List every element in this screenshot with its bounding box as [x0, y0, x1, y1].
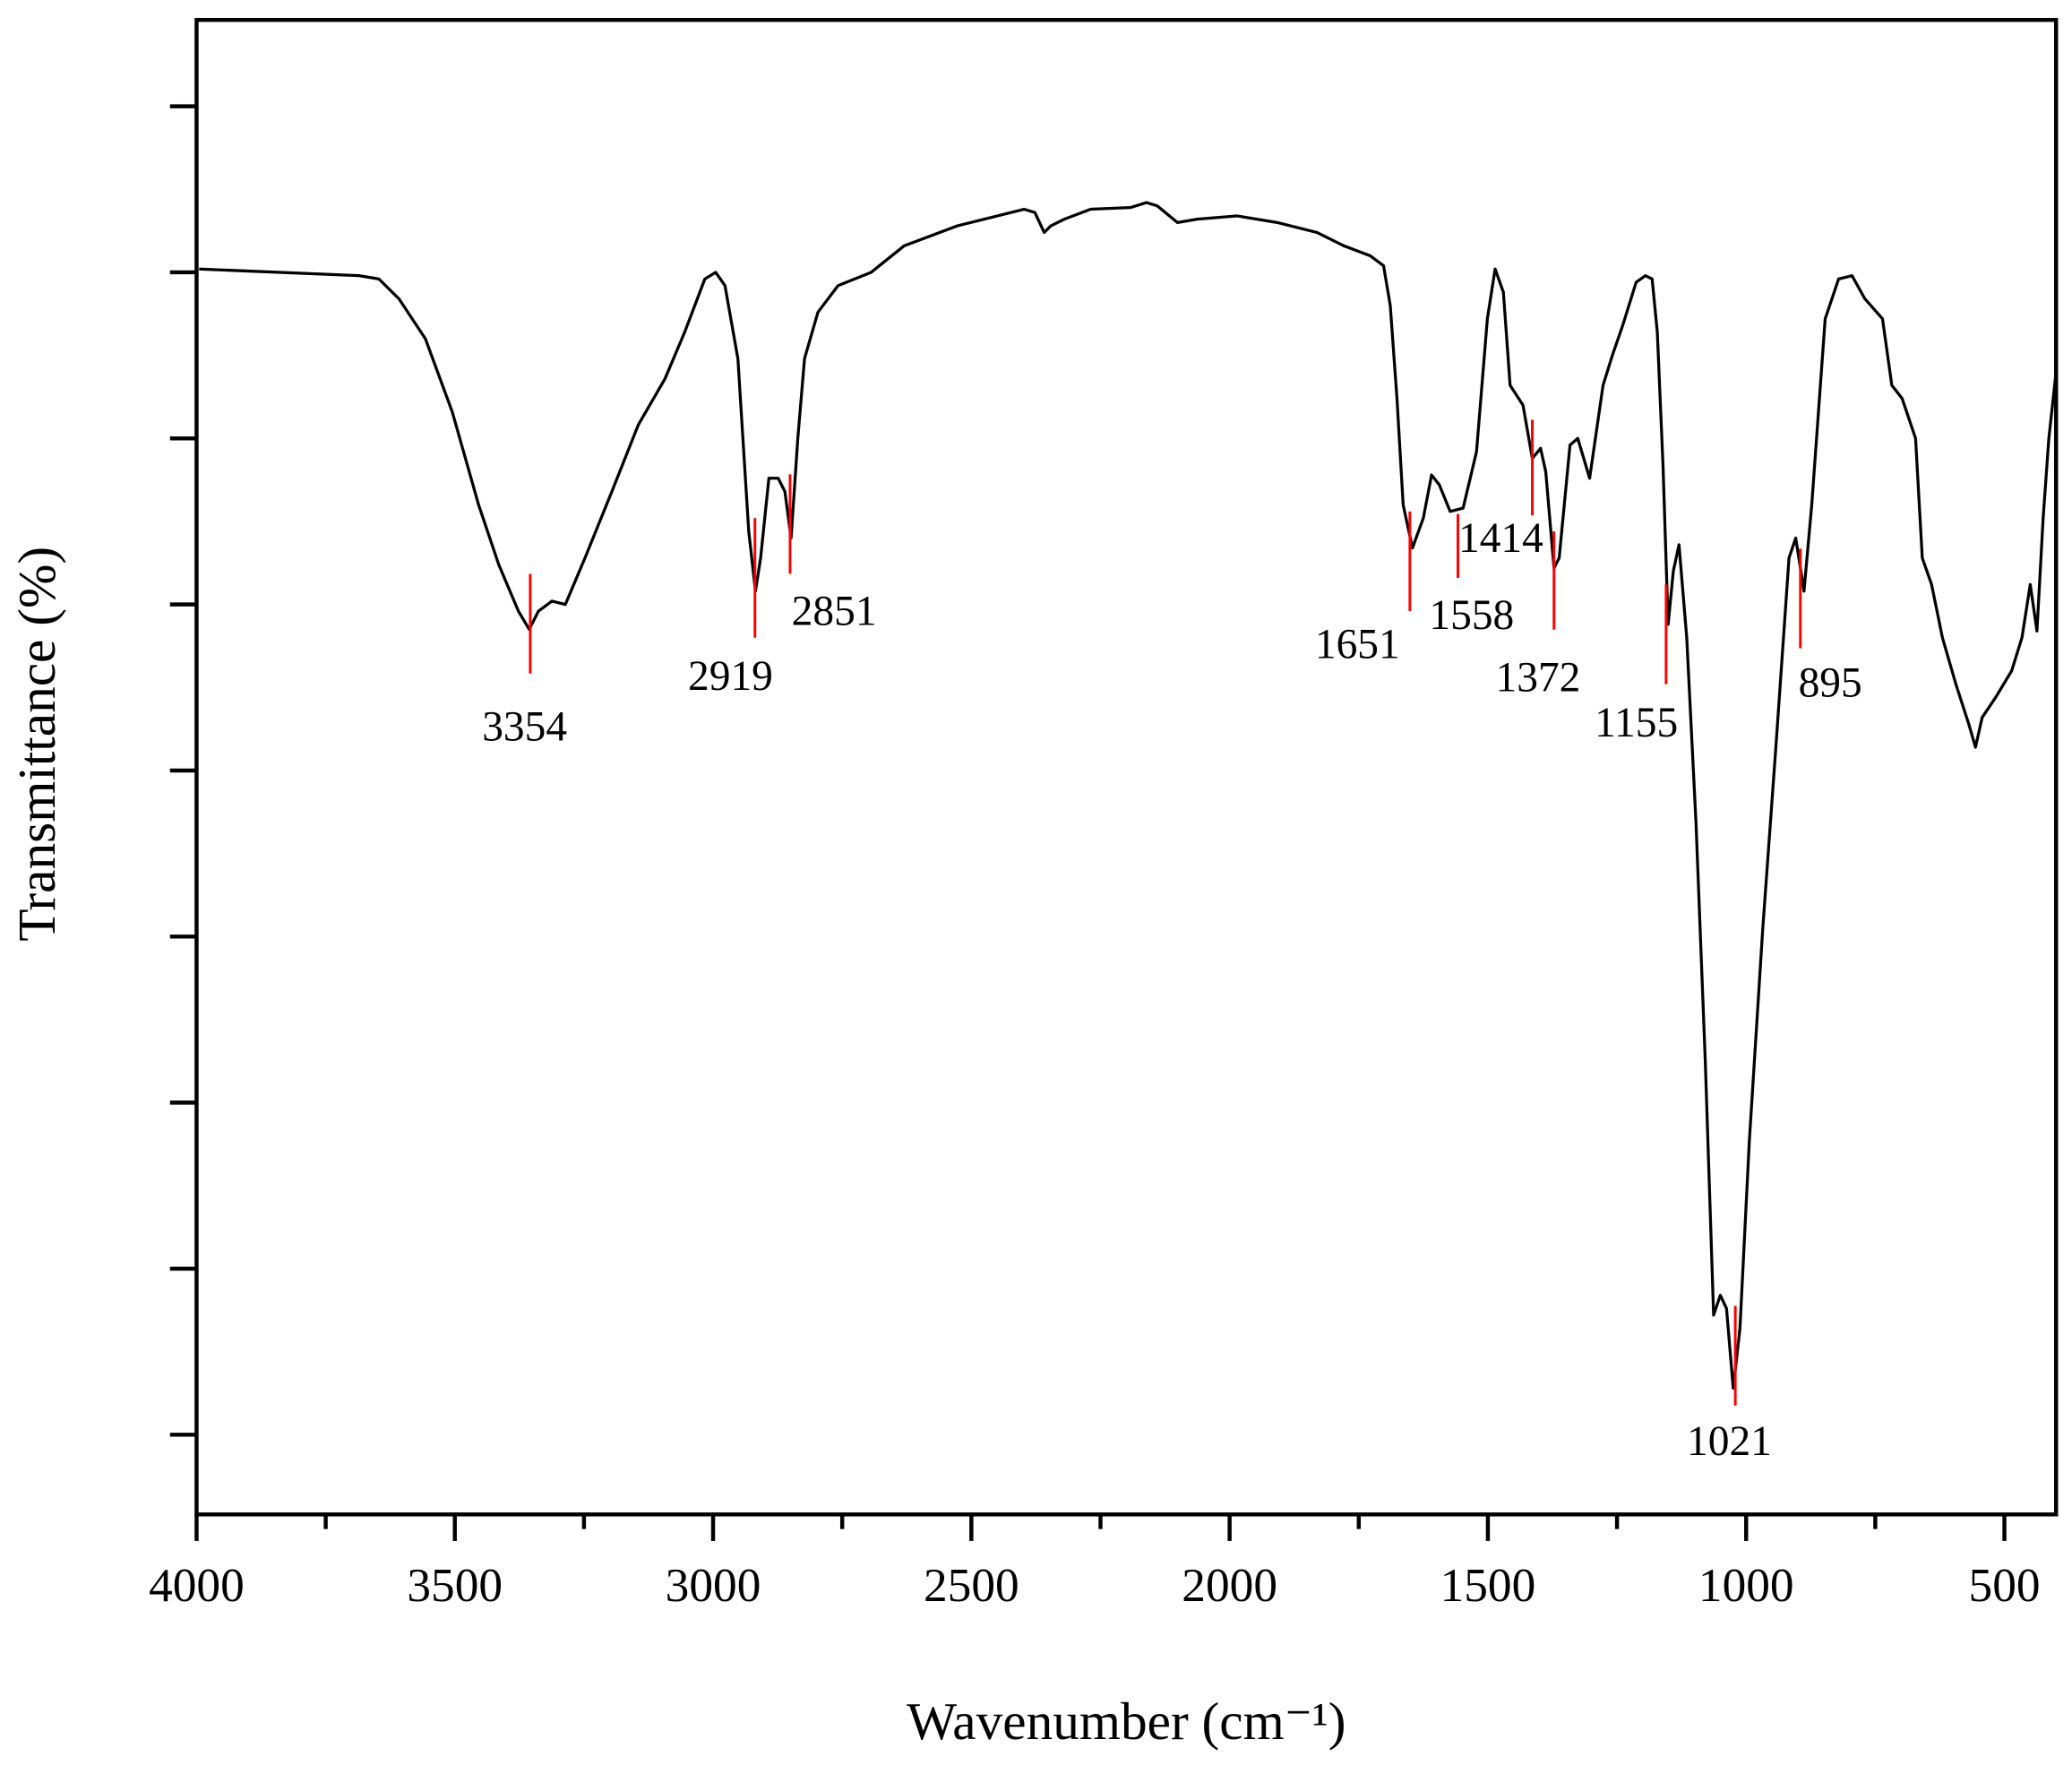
peak-label: 1155 [1595, 700, 1678, 746]
x-tick-label: 3500 [407, 1558, 503, 1612]
x-tick-label: 4000 [149, 1558, 245, 1612]
x-tick-label: 1500 [1440, 1558, 1536, 1612]
peak-label: 1414 [1458, 515, 1543, 562]
peak-label: 2851 [792, 588, 877, 634]
x-tick-label: 1000 [1698, 1558, 1794, 1612]
peak-label: 1651 [1315, 621, 1400, 667]
peak-label: 3354 [482, 703, 567, 750]
peak-label: 2919 [688, 653, 773, 700]
peak-label: 895 [1799, 659, 1862, 706]
peak-label: 1021 [1687, 1418, 1772, 1465]
x-tick-label: 500 [1969, 1558, 2041, 1612]
y-axis-label: Transmittance (%) [7, 547, 66, 942]
spectrum-line [199, 201, 2058, 1391]
plot-frame [194, 18, 2059, 1517]
peak-label: 1372 [1496, 655, 1581, 702]
x-tick-label: 2500 [924, 1558, 1019, 1612]
x-tick-label: 3000 [666, 1558, 761, 1612]
x-axis-label: Wavenumber (cm⁻¹) [907, 1692, 1346, 1751]
x-tick-label: 2000 [1182, 1558, 1277, 1612]
peak-label: 1558 [1429, 592, 1514, 639]
